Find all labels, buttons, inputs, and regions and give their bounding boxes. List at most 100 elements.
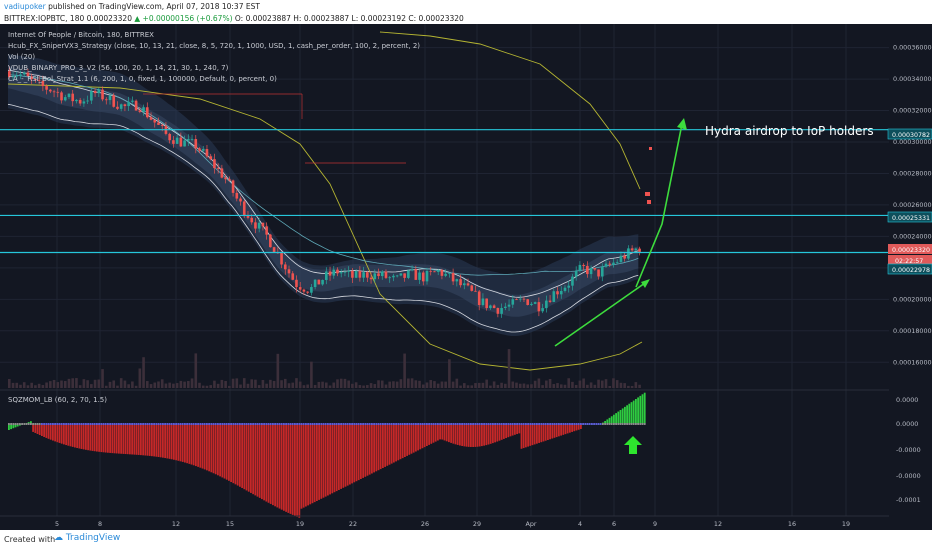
volume-bar <box>213 380 216 388</box>
osc-bar <box>522 424 525 449</box>
squeeze-dot <box>375 423 378 425</box>
indicator-line-4[interactable]: VDUB_BINARY_PRO_3_V2 (56, 100, 20, 1, 14… <box>8 64 229 72</box>
osc-bar <box>120 424 122 454</box>
candle-body <box>459 279 462 286</box>
indicator-line-1[interactable]: Internet Of People / Bitcoin, 180, BITTR… <box>8 31 154 39</box>
squeeze-dot <box>19 423 21 425</box>
candle-body <box>462 283 466 286</box>
volume-bar <box>116 385 119 388</box>
squeeze-dot <box>45 423 48 425</box>
candle-body <box>11 75 15 78</box>
candle-body <box>600 266 604 277</box>
squeeze-dot <box>85 423 87 425</box>
osc-bar <box>316 424 318 501</box>
osc-bar <box>641 394 644 424</box>
osc-bar <box>573 424 576 432</box>
volume-bar <box>507 349 511 388</box>
osc-bar <box>122 424 125 454</box>
osc-bar <box>489 424 492 444</box>
squeeze-dot <box>635 423 637 425</box>
volume-bar <box>615 380 619 388</box>
squeeze-dot <box>331 423 334 425</box>
squeeze-dot <box>472 423 474 425</box>
squeeze-dot <box>511 423 514 425</box>
squeeze-dot <box>89 423 92 425</box>
osc-bar <box>575 424 578 431</box>
volume-bar <box>179 380 183 388</box>
candle-body <box>246 214 250 218</box>
osc-bar <box>487 424 490 445</box>
squeeze-dot <box>298 423 301 425</box>
squeeze-dot <box>536 423 538 425</box>
volume-bar <box>295 378 298 388</box>
candle-body <box>518 298 522 300</box>
osc-bar <box>164 424 166 459</box>
volume-bar <box>276 353 280 388</box>
squeeze-dot <box>239 423 241 425</box>
osc-bar <box>474 424 477 447</box>
chart-area[interactable]: Hydra airdrop to IoP holders Internet Of… <box>0 24 932 530</box>
time-tick-label: 9 <box>653 520 657 528</box>
volume-bar <box>358 385 362 388</box>
candle-body <box>41 80 45 87</box>
indicator-line-5[interactable]: CA_-_RSI_Bol_Strat_1.1 (6, 200, 1, 0, fi… <box>8 75 277 83</box>
volume-bar <box>582 378 585 388</box>
osc-bar <box>439 424 441 440</box>
candle-body <box>97 89 101 94</box>
osc-bar <box>234 424 237 485</box>
horizontal-levels[interactable] <box>0 129 889 254</box>
squeeze-dot <box>582 423 584 425</box>
squeeze-dot <box>575 423 578 425</box>
osc-bar <box>201 424 204 469</box>
osc-bar <box>377 424 380 471</box>
candle-body <box>615 261 619 263</box>
volume-bar <box>459 385 462 388</box>
candle-body <box>26 72 30 77</box>
osc-bar <box>100 424 103 453</box>
squeeze-dot <box>58 423 61 425</box>
squeeze-dot <box>287 423 290 425</box>
osc-bar <box>511 424 514 436</box>
volume-bar <box>242 378 246 388</box>
candle-body <box>213 159 216 169</box>
volume-bar <box>451 381 455 388</box>
candle-body <box>496 308 500 314</box>
volume-bars <box>8 349 641 388</box>
candle-body <box>444 273 447 276</box>
osc-bar <box>107 424 109 453</box>
volume-bar <box>448 359 451 388</box>
volume-bar <box>306 384 309 388</box>
volume-bar <box>153 382 157 388</box>
projection-arrow[interactable] <box>635 123 683 288</box>
footer-brand[interactable]: ☁ TradingView <box>54 533 121 543</box>
squeeze-dot <box>470 423 472 425</box>
squeeze-dot <box>509 423 512 425</box>
annotation-text[interactable]: Hydra airdrop to IoP holders <box>705 124 874 138</box>
osc-bar <box>379 424 382 470</box>
publisher-username[interactable]: vadiupoker <box>4 2 46 11</box>
osc-bar <box>476 424 479 447</box>
indicator-line-3[interactable]: Vol (20) <box>8 53 35 61</box>
trend-line[interactable] <box>554 282 646 347</box>
signal-markers <box>143 93 652 204</box>
indicator-line-2[interactable]: Hcub_FX_SniperVX3_Strategy (close, 10, 1… <box>8 42 420 50</box>
squeeze-dot <box>129 423 131 425</box>
squeeze-dot <box>146 423 149 425</box>
sqzmom-label[interactable]: SQZMOM_LB (60, 2, 70, 1.5) <box>8 396 107 404</box>
squeeze-dot <box>507 423 510 425</box>
osc-bar <box>360 424 362 479</box>
squeeze-dot <box>230 423 232 425</box>
osc-bar <box>536 424 538 444</box>
osc-bar <box>478 424 481 447</box>
chart-svg[interactable]: Hydra airdrop to IoP holders Internet Of… <box>0 24 932 530</box>
osc-bar <box>412 424 415 453</box>
squeeze-dot <box>243 423 246 425</box>
osc-bar <box>555 424 558 438</box>
osc-bar <box>366 424 369 476</box>
osc-bar <box>82 424 85 450</box>
osc-bar <box>362 424 364 478</box>
osc-bar <box>635 399 637 424</box>
osc-bar <box>12 424 15 429</box>
osc-bar <box>181 424 184 462</box>
volume-bar <box>119 378 123 388</box>
